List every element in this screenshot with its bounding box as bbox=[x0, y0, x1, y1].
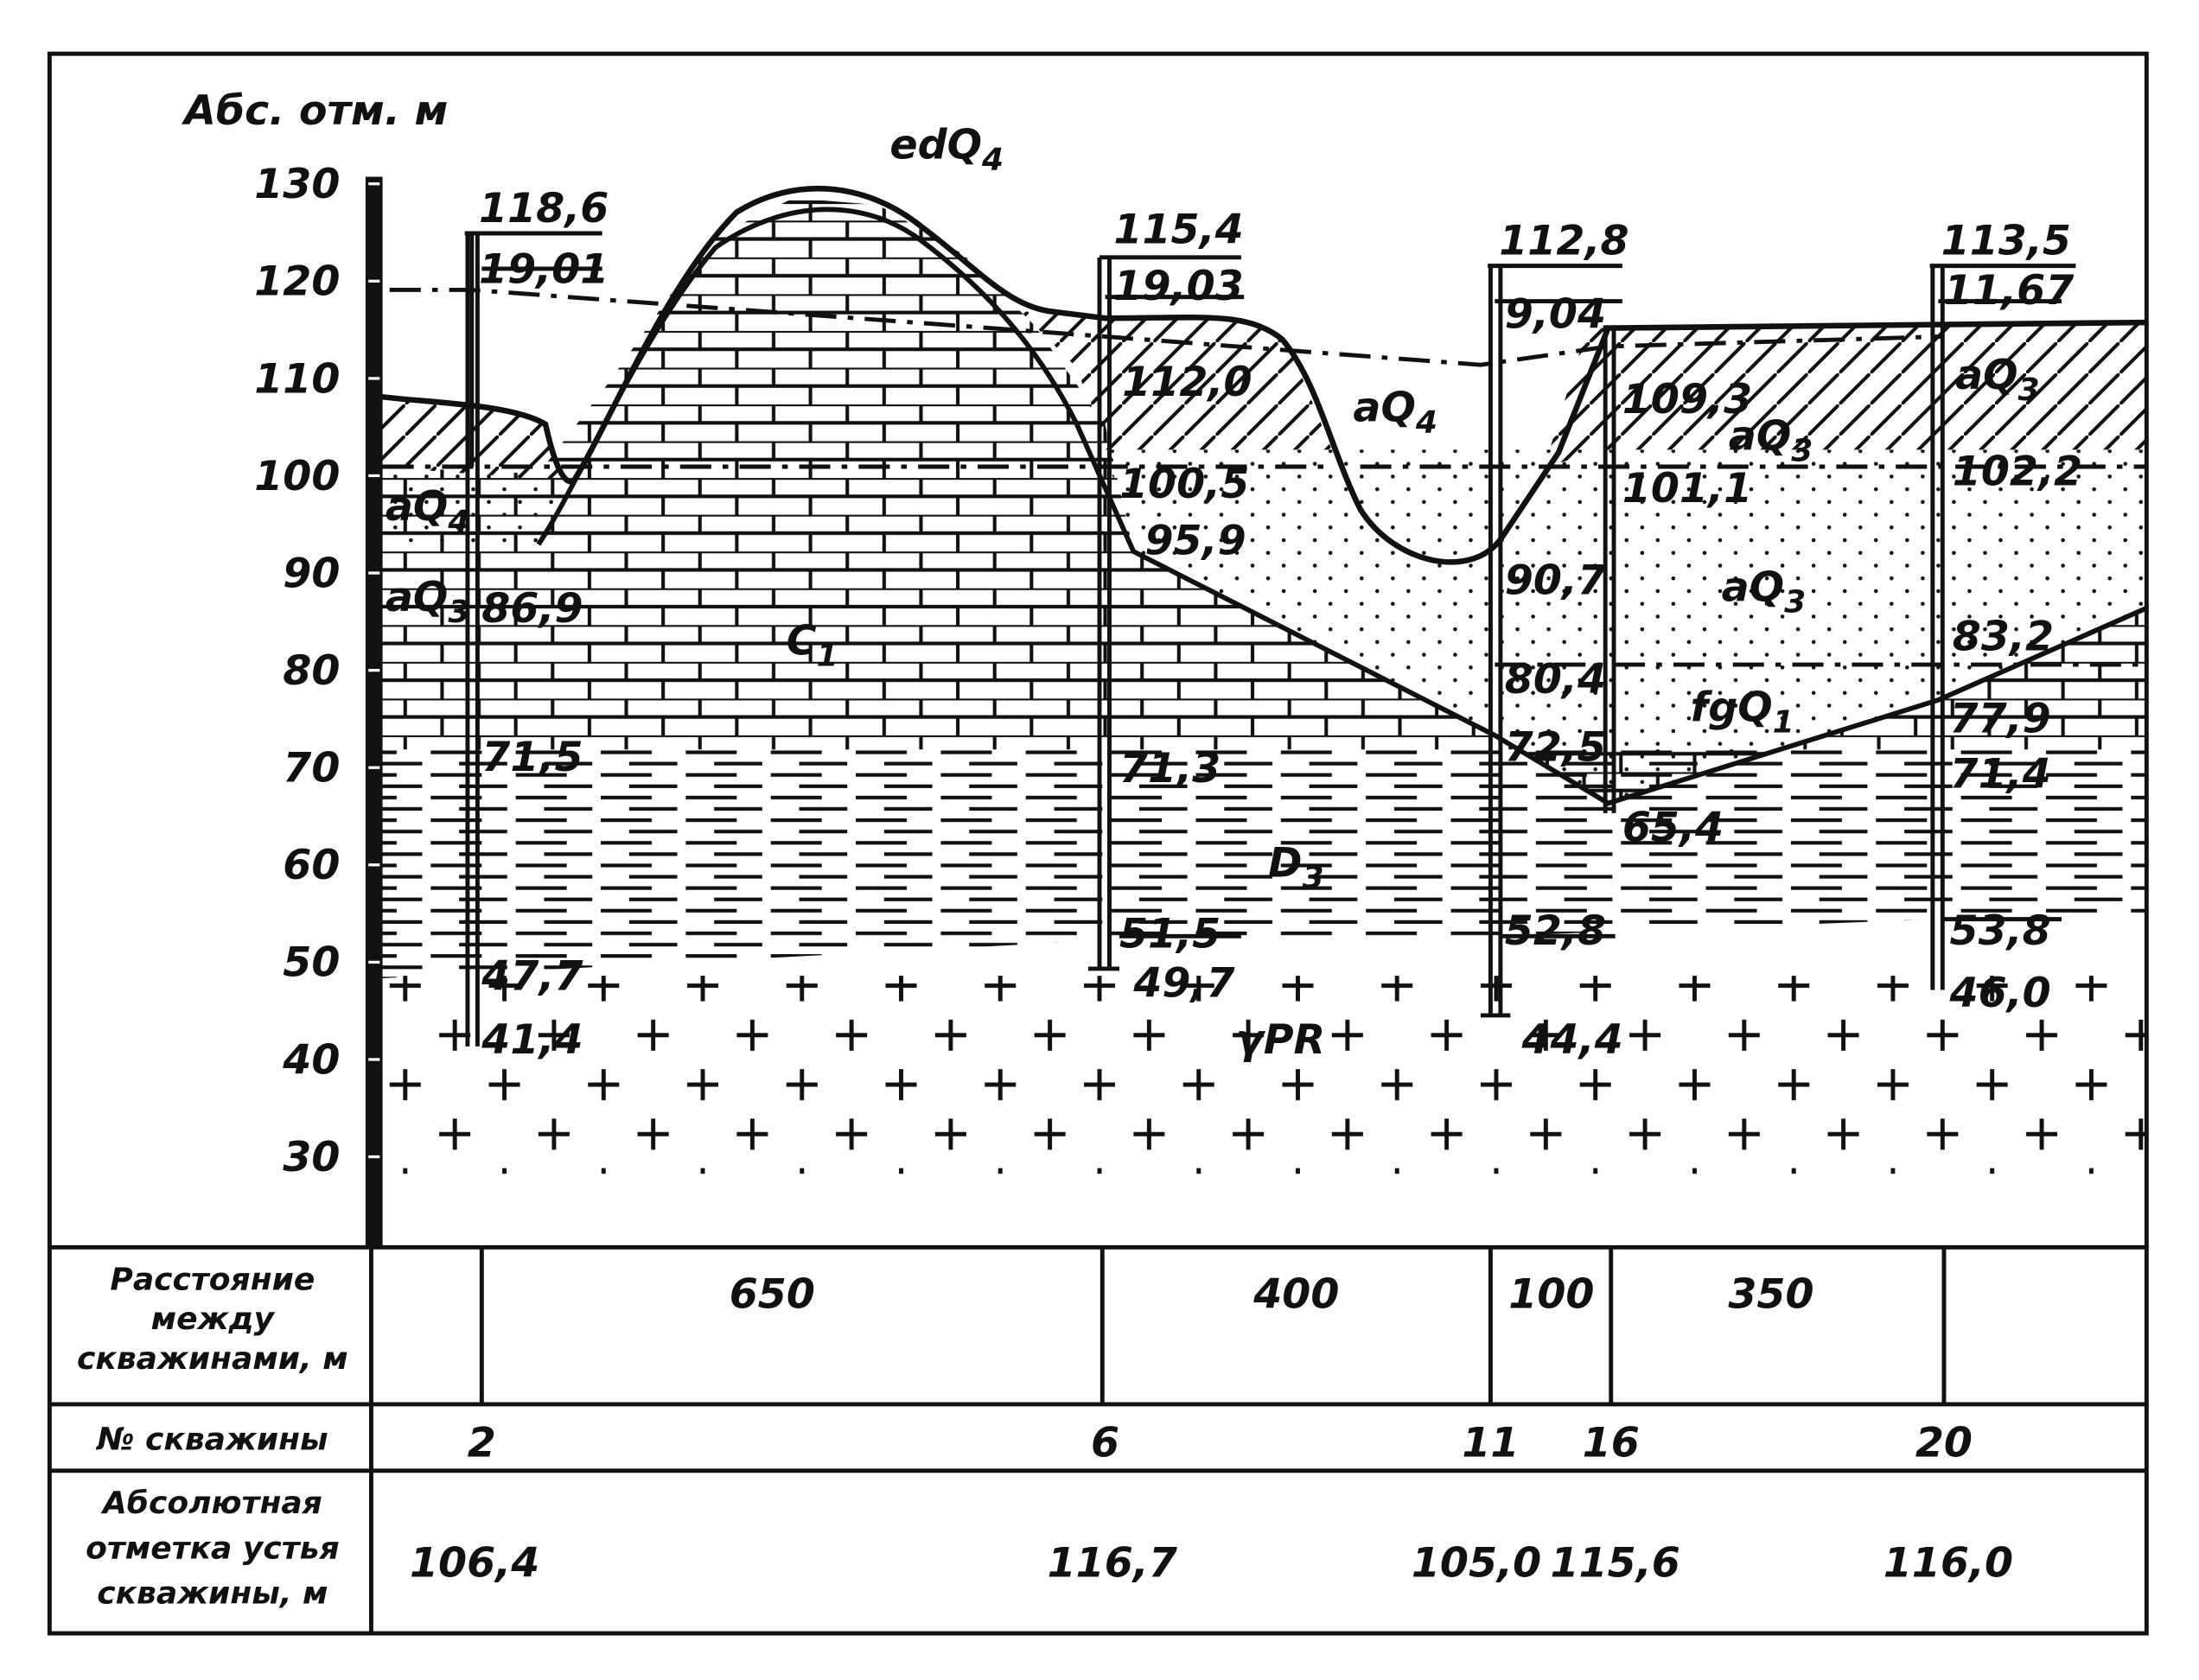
boundary bbox=[536, 207, 2148, 806]
stratum-label: aQ4 bbox=[386, 483, 470, 539]
y-ticks: 130 120 110 100 90 80 70 60 50 40 30 bbox=[254, 161, 380, 1181]
row-label: Абсолютная отметка устья скважины, м bbox=[86, 1486, 340, 1612]
y-tick-label: 70 bbox=[283, 745, 340, 792]
mouth-elevation: 115,6 bbox=[1550, 1540, 1680, 1588]
stratum-label: aQ4 bbox=[1353, 385, 1437, 441]
stratum-label: edQ4 bbox=[889, 121, 1004, 177]
level: 95,9 bbox=[1144, 517, 1246, 564]
y-tick-label: 110 bbox=[254, 355, 340, 403]
scale-bar bbox=[365, 176, 383, 1248]
level: 71,4 bbox=[1950, 750, 2051, 798]
table-text: Расстояние между скважинами, м 650 400 100… bbox=[77, 1262, 2013, 1611]
stratum-label: fgQ1 bbox=[1691, 684, 1794, 741]
well-number: 2 bbox=[468, 1419, 496, 1467]
y-tick-label: 30 bbox=[283, 1134, 340, 1181]
distance: 100 bbox=[1508, 1271, 1594, 1319]
level: 72,5 bbox=[1505, 723, 1606, 771]
y-tick-label: 60 bbox=[283, 842, 340, 889]
level: 101,1 bbox=[1622, 465, 1752, 512]
well-number: 16 bbox=[1583, 1419, 1640, 1467]
well-water: 19,01 bbox=[479, 245, 609, 293]
stratum-label: aQ3 bbox=[1955, 352, 2040, 408]
level: 47,7 bbox=[481, 952, 583, 1000]
mouth-elevation: 116,7 bbox=[1048, 1540, 1177, 1588]
well-number: 11 bbox=[1462, 1419, 1519, 1467]
level: 112,0 bbox=[1122, 359, 1252, 406]
level: 71,3 bbox=[1119, 745, 1221, 792]
level: 102,2 bbox=[1953, 448, 2082, 495]
axis-title: Абс. отм. м bbox=[181, 87, 448, 135]
geology bbox=[365, 176, 2148, 1248]
mouth-elevation: 116,0 bbox=[1883, 1540, 2013, 1588]
level: 53,8 bbox=[1950, 907, 2051, 955]
well-top: 115,4 bbox=[1113, 206, 1243, 253]
well-labels: 118,6 19,01 86,9 71,5 47,7 41,4 115,4 19… bbox=[479, 185, 2082, 1064]
y-tick-label: 90 bbox=[283, 550, 340, 597]
y-tick-label: 80 bbox=[283, 647, 340, 695]
level: 90,7 bbox=[1505, 557, 1606, 604]
limestone bbox=[375, 198, 2147, 804]
level: 83,2 bbox=[1953, 614, 2054, 661]
y-tick-label: 130 bbox=[254, 161, 340, 208]
well-top: 112,8 bbox=[1499, 218, 1629, 265]
distance: 350 bbox=[1728, 1271, 1813, 1319]
surface bbox=[374, 185, 2147, 565]
level: 100,5 bbox=[1119, 461, 1249, 508]
devonian bbox=[375, 749, 2147, 979]
level: 44,4 bbox=[1520, 1016, 1622, 1064]
well-top: 113,5 bbox=[1941, 218, 2071, 265]
level: 65,4 bbox=[1622, 805, 1724, 852]
level: 51,5 bbox=[1119, 910, 1221, 958]
level: 46,0 bbox=[1949, 970, 2051, 1017]
mouth-elevation: 106,4 bbox=[410, 1540, 539, 1588]
level: 49,7 bbox=[1132, 960, 1234, 1008]
stratum-label: aQ3 bbox=[1722, 563, 1807, 620]
level: 109,3 bbox=[1622, 376, 1752, 423]
level: 86,9 bbox=[481, 585, 583, 633]
well-water: 11,67 bbox=[1944, 267, 2074, 315]
well-number: 20 bbox=[1915, 1419, 1973, 1467]
stratum-label: γPR bbox=[1235, 1016, 1325, 1064]
well-water: 19,03 bbox=[1113, 263, 1243, 310]
y-tick-label: 40 bbox=[282, 1036, 340, 1084]
distance: 650 bbox=[730, 1271, 815, 1319]
y-tick-label: 100 bbox=[254, 453, 340, 500]
stratum-label: aQ3 bbox=[386, 574, 470, 630]
distance: 400 bbox=[1252, 1271, 1339, 1319]
level: 71,5 bbox=[481, 734, 583, 781]
strata-labels: edQ4 aQ4 aQ3 C1 aQ4 aQ3 aQ3 aQ3 fgQ1 D3 γPR bbox=[386, 121, 2040, 1064]
level: 41,4 bbox=[481, 1016, 583, 1064]
y-tick-label: 50 bbox=[283, 939, 340, 987]
level: 80,4 bbox=[1505, 656, 1606, 703]
granite bbox=[375, 976, 2147, 1174]
wells bbox=[464, 231, 2076, 1047]
level: 52,8 bbox=[1505, 907, 1606, 955]
level: 77,9 bbox=[1950, 696, 2051, 743]
loam-right bbox=[1544, 322, 2147, 467]
stratum-label: D3 bbox=[1268, 840, 1324, 896]
row-label: Расстояние между скважинами, м bbox=[77, 1262, 348, 1377]
well-water: 9,04 bbox=[1505, 291, 1606, 339]
sand-left bbox=[375, 467, 567, 549]
row-label: № скважины bbox=[95, 1422, 328, 1457]
well-top: 118,6 bbox=[479, 185, 609, 232]
mouth-elevation: 105,0 bbox=[1412, 1540, 1541, 1588]
table bbox=[47, 51, 2149, 1636]
stratum-label: aQ3 bbox=[1729, 412, 1813, 468]
y-tick-label: 120 bbox=[254, 258, 340, 306]
stratum-label: C1 bbox=[787, 618, 838, 674]
well-number: 6 bbox=[1091, 1419, 1119, 1467]
